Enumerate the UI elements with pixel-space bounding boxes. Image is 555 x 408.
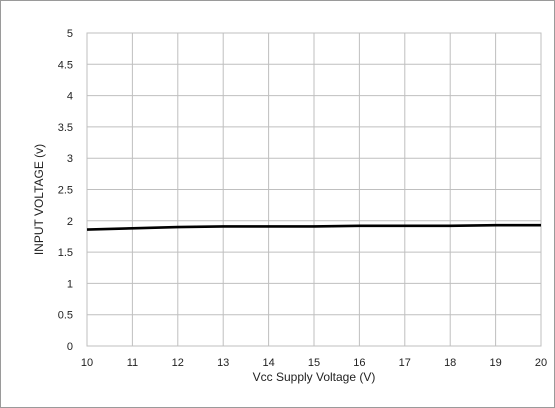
x-tick-label: 18 xyxy=(444,357,456,369)
x-tick-label: 16 xyxy=(353,357,365,369)
x-axis-label: Vcc Supply Voltage (V) xyxy=(253,370,376,384)
y-axis-label: INPUT VOLTAGE (v) xyxy=(32,144,46,255)
y-tick-label: 5 xyxy=(67,28,73,40)
y-tick-label: 2.5 xyxy=(58,185,73,197)
series-group xyxy=(86,223,541,231)
y-tick-label: 0.5 xyxy=(58,310,73,322)
y-tick-label: 1 xyxy=(67,278,73,290)
x-tick-label: 14 xyxy=(262,357,274,369)
grid xyxy=(86,32,542,347)
y-tick-label: 4 xyxy=(67,91,73,103)
x-tick-label: 12 xyxy=(172,357,184,369)
x-axis-ticks: 10 11 12 13 14 15 16 17 18 19 20 xyxy=(81,357,547,369)
x-tick-label: 19 xyxy=(489,357,501,369)
x-tick-label: 20 xyxy=(535,357,547,369)
y-tick-label: 4.5 xyxy=(58,59,73,71)
y-tick-label: 1.5 xyxy=(58,247,73,259)
x-tick-label: 11 xyxy=(127,357,138,369)
y-tick-label: 3 xyxy=(67,153,73,165)
plot-area-frame xyxy=(86,32,542,347)
x-tick-label: 17 xyxy=(399,357,411,369)
y-tick-label: 0 xyxy=(67,341,73,353)
y-tick-label: 3.5 xyxy=(58,122,73,134)
x-tick-label: 13 xyxy=(217,357,229,369)
series-line xyxy=(86,223,541,231)
x-tick-label: 10 xyxy=(81,357,93,369)
y-axis-ticks: 0 0.5 1 1.5 2 2.5 3 3.5 4 4.5 5 xyxy=(58,28,73,353)
y-tick-label: 2 xyxy=(67,216,73,228)
x-tick-label: 15 xyxy=(308,357,320,369)
